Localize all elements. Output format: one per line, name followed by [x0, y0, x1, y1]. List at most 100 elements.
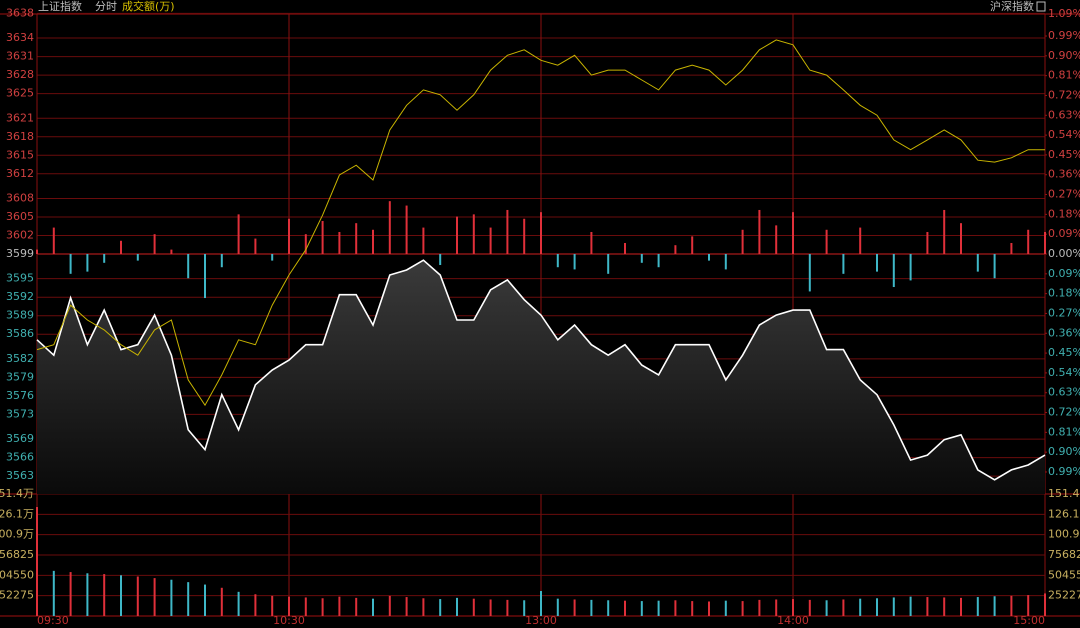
- volume-bar: [321, 598, 324, 616]
- volume-bar: [876, 598, 878, 616]
- switch-icon[interactable]: [1036, 1, 1046, 12]
- breadth-bar: [355, 223, 358, 254]
- y-tick-label: 3625: [6, 87, 34, 100]
- breadth-bar: [640, 254, 643, 263]
- x-tick-label: 14:00: [777, 614, 809, 627]
- breadth-bar: [892, 254, 895, 288]
- breadth-bar: [691, 236, 694, 254]
- volume-bar: [506, 599, 509, 616]
- y-tick-label: 3631: [6, 50, 34, 63]
- y-tick-label: 3566: [6, 451, 34, 464]
- breadth-bar: [489, 227, 492, 254]
- volume-bar: [338, 596, 341, 616]
- volume-bar: [724, 600, 727, 616]
- y2-tick-label: 0.36%: [1048, 168, 1080, 181]
- breadth-bar: [573, 254, 576, 270]
- y-tick-label: 3595: [6, 272, 34, 285]
- y2-tick-label: 0.99%: [1048, 29, 1080, 42]
- volume-bar: [741, 601, 744, 616]
- volume-bar: [825, 600, 828, 616]
- breadth-bar: [943, 209, 946, 254]
- y-tick-label: 3592: [6, 290, 34, 303]
- mode-label: 分时: [95, 0, 117, 13]
- breadth-bar: [926, 231, 929, 254]
- breadth-bar: [960, 223, 962, 254]
- volume-bar: [220, 587, 223, 616]
- volume-bar: [355, 597, 358, 616]
- breadth-bar: [1044, 231, 1046, 254]
- y2-tick-label: 0.54%: [1048, 128, 1080, 141]
- volume-bar: [422, 598, 425, 616]
- y2-tick-label: 1.09%: [1048, 7, 1080, 20]
- breadth-bar: [472, 214, 475, 254]
- breadth-bar: [506, 209, 509, 254]
- y2-tick-label: 0.18%: [1048, 207, 1080, 220]
- breadth-bar: [607, 254, 610, 274]
- labels: 3638 3634 3631 3628 3625 3621 3618 3615 3612 3608…: [0, 6, 1080, 627]
- breadth-bar: [237, 214, 240, 254]
- y2-tick-label: 0.45%: [1048, 148, 1080, 161]
- y2-tick-label: 0.00%: [1048, 247, 1080, 260]
- breadth-bar: [624, 242, 626, 254]
- x-tick-label: 09:30: [37, 614, 69, 627]
- breadth-bar: [220, 254, 223, 268]
- volume-tick-label-right: 504550: [1048, 568, 1080, 581]
- volume-tick-label: 151.4万: [0, 487, 34, 500]
- volume-bar: [808, 599, 811, 616]
- breadth-bar: [388, 201, 391, 254]
- volume-bar: [372, 598, 374, 616]
- breadth-bar: [439, 254, 442, 266]
- y-tick-label: 3576: [6, 389, 34, 402]
- volume-bar: [489, 599, 492, 616]
- breadth-bar: [187, 254, 190, 279]
- breadth-bar: [254, 238, 257, 254]
- volume-tick-label: 252275: [0, 589, 34, 602]
- volume-bar: [254, 594, 257, 616]
- y2-tick-label: 0.45%: [1048, 346, 1080, 359]
- y-tick-label: 3612: [6, 167, 34, 180]
- y-tick-label: 3569: [6, 432, 34, 445]
- volume-bar: [708, 601, 710, 616]
- price-area: [37, 260, 1045, 494]
- volume-bar: [540, 591, 542, 616]
- y-tick-label: 3615: [6, 148, 34, 161]
- y2-tick-label: 0.81%: [1048, 425, 1080, 438]
- y2-tick-label: 0.99%: [1048, 465, 1080, 478]
- volume-bar: [573, 599, 576, 616]
- breadth-bar: [1027, 229, 1030, 254]
- y-tick-label: 3599: [6, 247, 34, 260]
- breadth-bar: [86, 254, 89, 272]
- volume-bar: [640, 601, 643, 616]
- volume-bar: [237, 591, 240, 616]
- y-tick-label: 3573: [6, 407, 34, 420]
- breadth-bar: [590, 231, 593, 254]
- index-title: 上证指数: [38, 0, 82, 13]
- volume-tick-label: 756825: [0, 548, 34, 561]
- y-tick-label: 3608: [6, 191, 34, 204]
- price-line: [36, 39, 1045, 407]
- index-switch[interactable]: 沪深指数: [990, 0, 1034, 13]
- volume-bar: [775, 599, 778, 616]
- breadth-bar: [724, 254, 727, 270]
- x-tick-label: 13:00: [525, 614, 557, 627]
- breadth-bar: [523, 218, 526, 254]
- y2-tick-label: 0.09%: [1048, 227, 1080, 240]
- y2-tick-label: 0.18%: [1048, 287, 1080, 300]
- volume-bar: [523, 600, 526, 616]
- volume-bar: [1010, 595, 1013, 616]
- volume-bar: [187, 582, 190, 616]
- y2-tick-label: 0.72%: [1048, 406, 1080, 419]
- volume-bar: [674, 600, 677, 616]
- volume-bar: [120, 575, 122, 616]
- y2-tick-label: 0.90%: [1048, 445, 1080, 458]
- y2-tick-label: 0.09%: [1048, 267, 1080, 280]
- breadth-bar: [422, 227, 425, 254]
- volume-tick-label-right: 252275: [1048, 589, 1080, 602]
- volume-bar: [69, 572, 72, 616]
- breadth-bar: [405, 205, 408, 254]
- volume-bar: [405, 597, 408, 616]
- volume-bar: [304, 597, 307, 616]
- breadth-bar: [657, 254, 660, 268]
- volume-tick-label-right: 126.1万: [1048, 507, 1080, 520]
